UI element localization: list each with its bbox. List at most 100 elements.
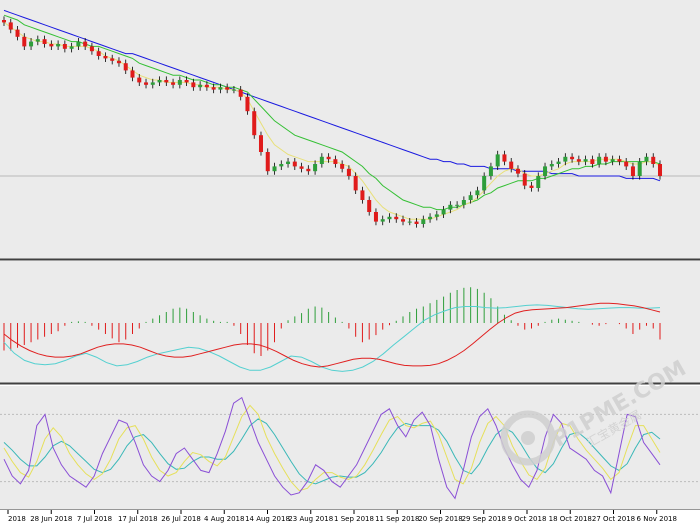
candle-body [624, 161, 629, 167]
candle-body [258, 135, 263, 152]
candle [62, 40, 67, 53]
candle [421, 215, 426, 228]
candle-body [448, 204, 453, 210]
candle [286, 158, 291, 168]
candle-body [360, 190, 365, 200]
candle [549, 160, 554, 170]
candle-body [96, 51, 101, 56]
candle-body [570, 156, 575, 160]
candle-body [346, 168, 351, 176]
candle-body [407, 221, 412, 223]
candle [590, 155, 595, 168]
candle [272, 162, 277, 175]
candle [536, 172, 541, 192]
candle [299, 162, 304, 173]
candle [137, 74, 142, 86]
candle-body [414, 221, 419, 224]
candle [164, 76, 169, 86]
candle [306, 165, 311, 175]
candle-body [110, 58, 115, 61]
candle [1, 16, 7, 26]
candle [89, 42, 94, 55]
candle-body [144, 82, 149, 85]
candle [177, 76, 182, 89]
candle-body [306, 168, 311, 172]
candle-body [150, 82, 155, 85]
stoch-k-line [3, 396, 661, 500]
candle [49, 40, 54, 50]
stoch-signal-line [3, 418, 661, 485]
candle [651, 153, 656, 168]
candle-body [549, 164, 554, 167]
candle-body [157, 80, 162, 83]
x-tick-label: 11 Sep 2018 [375, 515, 419, 523]
candle-body [380, 219, 385, 222]
candle [468, 191, 473, 204]
candle-body [299, 166, 304, 169]
candle-body [292, 161, 297, 167]
candle-body [191, 82, 196, 88]
candle-body [198, 84, 203, 88]
stochastic-panel [0, 386, 700, 512]
candle-body [657, 164, 663, 176]
candle-body [49, 44, 54, 47]
candle-body [529, 185, 534, 188]
candle-body [610, 159, 615, 162]
candle-body [279, 164, 284, 167]
candle-body [231, 89, 236, 91]
panel-background [0, 0, 700, 259]
candle-body [272, 166, 277, 172]
candle [83, 38, 88, 50]
candle [556, 158, 561, 168]
candle-body [171, 82, 176, 85]
candle [258, 131, 263, 156]
candle-body [238, 89, 243, 97]
candle [455, 201, 460, 209]
candle [346, 165, 351, 180]
candle-body [35, 39, 40, 42]
x-tick-label: 14 Aug 2018 [245, 515, 290, 523]
candle [488, 162, 493, 180]
candle-body [468, 195, 473, 200]
candle [380, 215, 385, 226]
candle [96, 47, 101, 60]
candle [110, 54, 115, 65]
candle-body [83, 41, 88, 47]
candle-body [252, 111, 257, 136]
candle [603, 153, 608, 166]
candle-body [630, 166, 635, 176]
candle [29, 38, 34, 50]
candle [252, 107, 257, 139]
x-tick-label: 4 Aug 2018 [204, 515, 244, 523]
candle [448, 201, 453, 214]
candle-body [116, 60, 121, 64]
candle [529, 182, 534, 192]
candle-body [590, 159, 595, 164]
candle [563, 153, 568, 166]
candle-body [177, 80, 182, 85]
candle [319, 153, 324, 168]
candle [144, 78, 149, 89]
candle [434, 210, 439, 221]
candle [502, 150, 507, 166]
candle-body [286, 161, 291, 164]
candle-body [637, 161, 642, 176]
candle [522, 170, 527, 190]
candle-body [76, 41, 81, 47]
candle-body [455, 204, 460, 206]
candle [292, 158, 297, 170]
candle-body [509, 161, 514, 169]
candle [225, 83, 230, 94]
candle-body [502, 154, 507, 162]
candle-body [495, 154, 500, 167]
candle [657, 160, 663, 180]
candle-body [461, 200, 466, 205]
candle [394, 213, 399, 223]
candle-body [15, 29, 20, 37]
candle-body [245, 96, 250, 112]
candle [597, 153, 602, 168]
candle-body [441, 209, 446, 215]
x-tick-label: 23 Aug 2018 [288, 515, 333, 523]
candle [644, 153, 649, 166]
